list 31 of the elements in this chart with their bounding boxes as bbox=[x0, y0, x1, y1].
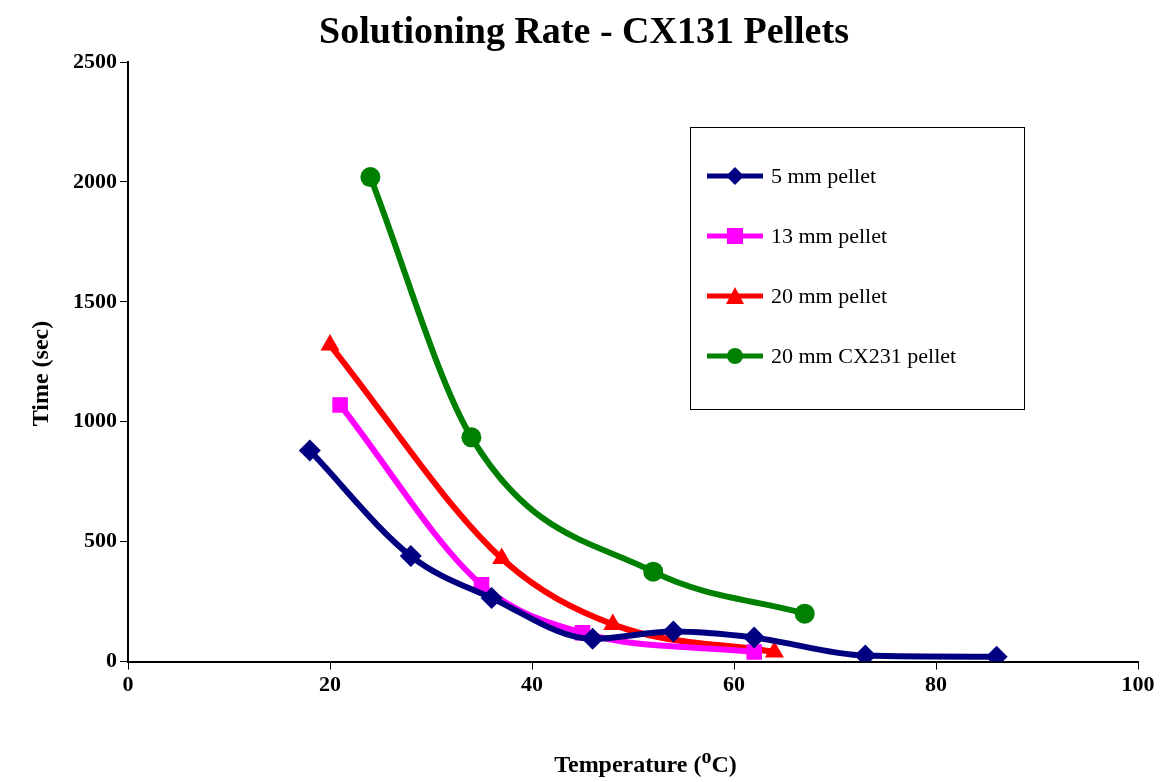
point bbox=[399, 545, 422, 568]
point bbox=[643, 561, 664, 582]
point bbox=[298, 439, 321, 462]
x-axis-title: Temperature ($^{o}$C) bbox=[553, 745, 738, 778]
y-tick-label: 2500 bbox=[73, 47, 117, 73]
x-tick-label: 20 bbox=[319, 671, 341, 697]
x-tick-label: 40 bbox=[521, 671, 543, 697]
legend-label: 5 mm pellet bbox=[771, 163, 877, 189]
y-axis-title: Time (sec) bbox=[26, 319, 54, 429]
point bbox=[461, 427, 482, 448]
x-tick-label: 0 bbox=[122, 671, 134, 697]
legend-label: 20 mm CX231 pellet bbox=[771, 343, 957, 369]
y-tick-label: 0 bbox=[106, 647, 117, 673]
legend-label: 13 mm pellet bbox=[771, 223, 888, 249]
x-tick-label: 80 bbox=[925, 671, 947, 697]
y-tick-label: 2000 bbox=[73, 167, 117, 193]
point bbox=[360, 167, 381, 188]
y-tick-label: 1500 bbox=[73, 287, 117, 313]
point bbox=[332, 397, 348, 413]
point bbox=[743, 626, 766, 649]
y-tick-label: 1000 bbox=[73, 407, 117, 433]
y-tick-label: 500 bbox=[84, 527, 117, 553]
point bbox=[794, 603, 815, 624]
point bbox=[480, 587, 503, 610]
point bbox=[581, 627, 604, 650]
x-tick-label: 100 bbox=[1121, 671, 1155, 697]
chart-title: Solutioning Rate - CX131 Pellets bbox=[319, 9, 849, 51]
x-tick-label: 60 bbox=[723, 671, 745, 697]
point bbox=[662, 620, 685, 643]
point bbox=[746, 644, 762, 660]
legend-label: 20 mm pellet bbox=[771, 283, 888, 309]
